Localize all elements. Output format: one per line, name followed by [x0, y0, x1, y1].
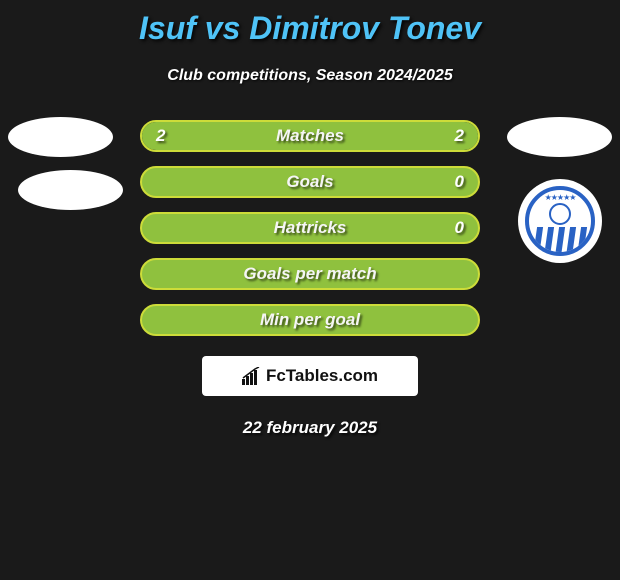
stat-right-value: 0	[455, 218, 464, 238]
stat-row-hattricks: Hattricks 0	[140, 212, 480, 244]
club-badge-right: ★★★★★	[518, 179, 602, 263]
stat-row-goals: Goals 0	[140, 166, 480, 198]
player-left-avatar-1	[8, 117, 113, 157]
date-label: 22 february 2025	[0, 418, 620, 438]
stat-label: Hattricks	[274, 218, 347, 238]
stat-label: Goals	[286, 172, 333, 192]
chart-icon	[242, 367, 262, 385]
badge-ball	[549, 203, 571, 225]
stat-row-goals-per-match: Goals per match	[140, 258, 480, 290]
stat-row-matches: 2 Matches 2	[140, 120, 480, 152]
fctables-logo[interactable]: FcTables.com	[202, 356, 418, 396]
subtitle: Club competitions, Season 2024/2025	[0, 67, 620, 85]
stat-label: Goals per match	[243, 264, 376, 284]
logo-text: FcTables.com	[266, 366, 378, 386]
stat-row-min-per-goal: Min per goal	[140, 304, 480, 336]
page-title: Isuf vs Dimitrov Tonev	[0, 0, 620, 47]
stat-right-value: 2	[455, 126, 464, 146]
badge-stripes	[529, 227, 591, 256]
player-left-avatar-2	[18, 170, 123, 210]
stat-right-value: 0	[455, 172, 464, 192]
stat-left-value: 2	[156, 126, 165, 146]
club-badge-inner: ★★★★★	[525, 186, 595, 256]
badge-stars: ★★★★★	[529, 190, 591, 202]
stat-label: Matches	[276, 126, 344, 146]
stat-label: Min per goal	[260, 310, 360, 330]
player-right-avatar-1	[507, 117, 612, 157]
